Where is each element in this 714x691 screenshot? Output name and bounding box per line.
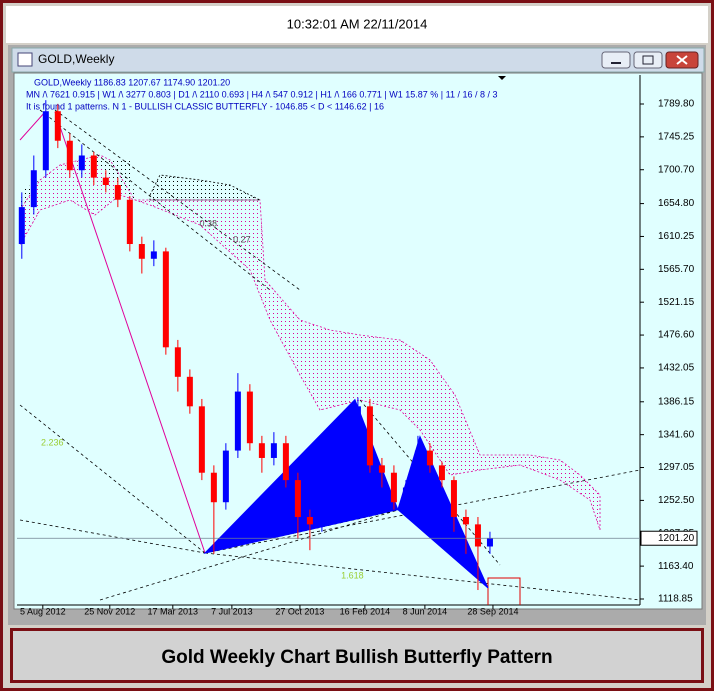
caption: Gold Weekly Chart Bullish Butterfly Patt… bbox=[161, 647, 552, 668]
candle-body bbox=[294, 480, 301, 517]
x-tick-label: 25 Nov 2012 bbox=[84, 606, 135, 616]
candle-body bbox=[138, 244, 145, 259]
maximize-button[interactable] bbox=[633, 51, 663, 69]
candle-body bbox=[330, 480, 337, 503]
candle-body bbox=[282, 443, 289, 481]
candle-body bbox=[198, 406, 205, 473]
candle-body bbox=[306, 516, 313, 525]
close-glyph bbox=[676, 55, 688, 65]
candle-body bbox=[42, 111, 49, 171]
candle-body bbox=[78, 155, 85, 171]
candle-body bbox=[174, 347, 181, 377]
candle-body bbox=[270, 443, 277, 458]
header-time: 10:32:01 AM 22/11/2014 bbox=[287, 16, 428, 31]
candle-body bbox=[462, 516, 469, 525]
x-tick-label: 28 Sep 2014 bbox=[467, 606, 518, 616]
candle-body bbox=[126, 199, 133, 245]
candle-body bbox=[54, 111, 61, 141]
candle-body bbox=[162, 251, 169, 348]
pattern-xab bbox=[203, 398, 399, 554]
x-tick-label: 8 Jun 2014 bbox=[403, 606, 448, 616]
candle-body bbox=[186, 376, 193, 407]
candle-body bbox=[414, 450, 421, 488]
caption-box bbox=[13, 631, 701, 680]
candle-body bbox=[390, 472, 397, 503]
candle-body bbox=[486, 538, 493, 547]
xa-leg bbox=[19, 111, 206, 554]
candle-body bbox=[222, 450, 229, 503]
prz-box bbox=[487, 577, 521, 605]
candle-body bbox=[210, 472, 217, 503]
candle-body bbox=[354, 406, 361, 444]
y-tick-label: 1700.70 bbox=[658, 164, 695, 175]
y-tick-label: 1565.70 bbox=[658, 264, 695, 275]
y-tick-label: 1789.80 bbox=[658, 99, 695, 110]
candle-body bbox=[90, 155, 97, 178]
y-tick-label: 1432.05 bbox=[658, 363, 695, 374]
ichimoku-cloud-dark bbox=[149, 174, 261, 201]
y-tick-label: 1386.15 bbox=[658, 396, 695, 407]
x-tick-label: 27 Oct 2013 bbox=[275, 606, 324, 616]
annotation: 0.27 bbox=[233, 235, 251, 245]
annotation: 2.236 bbox=[41, 438, 64, 448]
window-title: GOLD,Weekly bbox=[38, 52, 114, 66]
info-line: MN /\ 7621 0.915 | W1 /\ 3277 0.803 | D1… bbox=[26, 89, 498, 99]
plot: 0.38 0.27 2.236 1.618 bbox=[18, 100, 493, 591]
candle-body bbox=[450, 480, 457, 517]
candle-body bbox=[366, 406, 373, 466]
candle-body bbox=[66, 140, 73, 171]
candle-body bbox=[342, 443, 349, 481]
candle-body bbox=[438, 465, 445, 481]
info-line: GOLD,Weekly 1186.83 1207.67 1174.90 1201… bbox=[34, 77, 230, 87]
current-price-label: 1201.20 bbox=[658, 533, 695, 544]
info-line: It is found 1 patterns. N 1 - BULLISH CL… bbox=[26, 101, 384, 111]
x-tick-label: 16 Feb 2014 bbox=[340, 606, 391, 616]
candle-body bbox=[114, 184, 121, 200]
window-titlebar bbox=[11, 47, 705, 73]
candle-body bbox=[18, 207, 25, 245]
candle-body bbox=[474, 524, 481, 547]
y-tick-label: 1163.40 bbox=[658, 561, 694, 572]
minimize-glyph bbox=[611, 62, 621, 64]
shift-marker bbox=[498, 76, 506, 80]
y-tick-label: 1610.25 bbox=[658, 231, 695, 242]
annotation: 0.38 bbox=[199, 218, 217, 228]
y-tick-label: 1654.80 bbox=[658, 198, 695, 209]
x-tick-label: 7 Jul 2013 bbox=[211, 606, 253, 616]
minimize-button[interactable] bbox=[601, 51, 631, 69]
maximize-glyph bbox=[642, 55, 654, 65]
candle-body bbox=[102, 177, 109, 185]
candle-body bbox=[246, 391, 253, 444]
header-bar bbox=[6, 6, 708, 43]
annotation: 1.618 bbox=[341, 570, 364, 580]
y-tick-label: 1476.60 bbox=[658, 330, 695, 341]
x-tick-label: 5 Aug 2012 bbox=[20, 606, 66, 616]
candle-body bbox=[378, 465, 385, 473]
x-tick-label: 17 Mar 2013 bbox=[148, 606, 199, 616]
candle-body bbox=[234, 391, 241, 451]
y-tick-label: 1297.05 bbox=[658, 462, 695, 473]
y-tick-label: 1118.85 bbox=[658, 594, 693, 605]
candle-body bbox=[150, 251, 157, 259]
candle-body bbox=[426, 450, 433, 466]
candle-body bbox=[318, 502, 325, 525]
candle-body bbox=[30, 170, 37, 208]
y-tick-label: 1341.60 bbox=[658, 429, 695, 440]
candle-body bbox=[402, 487, 409, 503]
y-tick-label: 1745.25 bbox=[658, 132, 695, 143]
current-price-badge bbox=[640, 530, 698, 546]
y-tick-label: 1521.15 bbox=[658, 297, 695, 308]
window-icon bbox=[17, 52, 33, 67]
y-tick-label: 1252.50 bbox=[658, 495, 695, 506]
candle-body bbox=[258, 443, 265, 458]
